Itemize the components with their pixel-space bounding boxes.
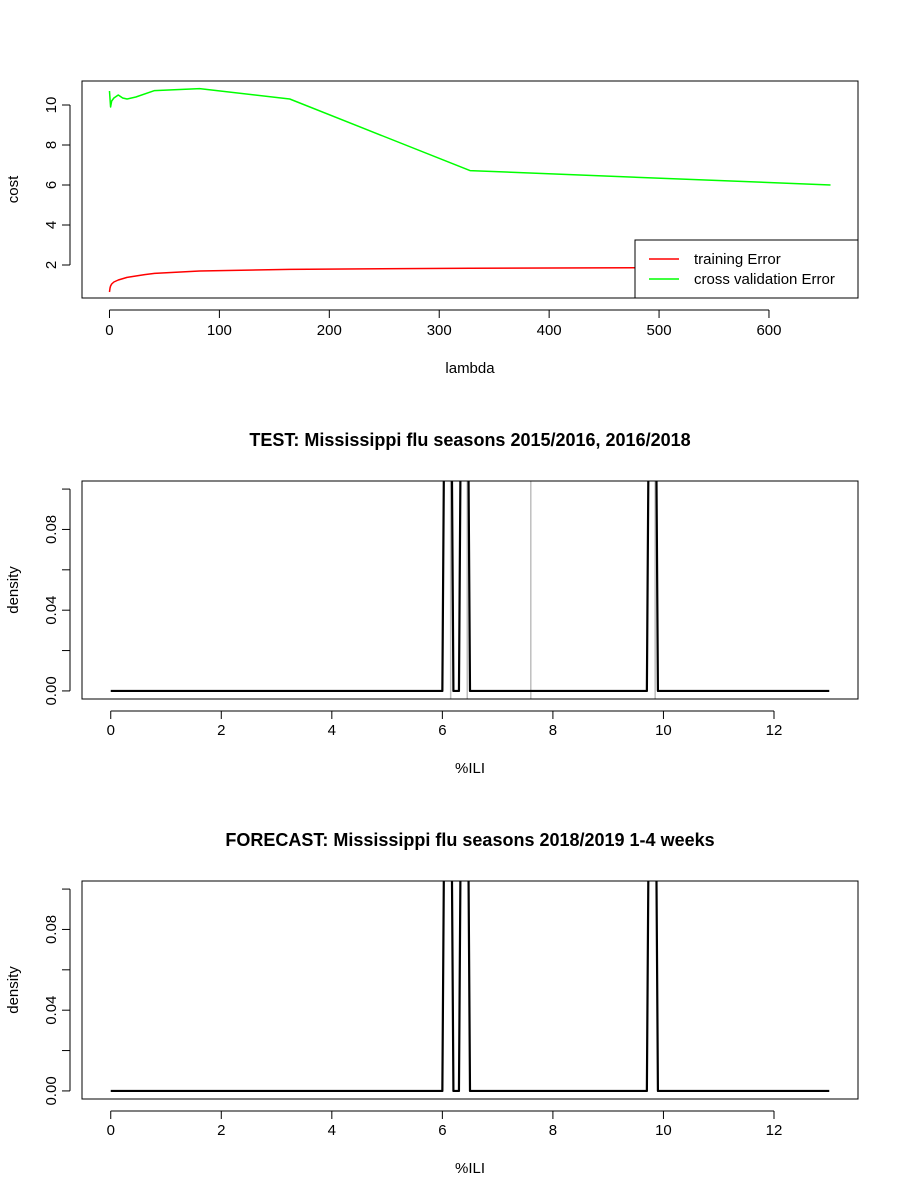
y-tick-label: 0.04 [43, 596, 60, 625]
x-tick-label: 10 [655, 722, 672, 739]
x-tick-label: 0 [107, 722, 115, 739]
x-tick-label: 100 [207, 322, 232, 339]
x-axis-title: %ILI [455, 1160, 485, 1177]
x-tick-label: 2 [217, 722, 225, 739]
x-tick-label: 12 [766, 722, 783, 739]
x-axis-title: lambda [445, 360, 495, 377]
density-line [110, 481, 830, 693]
plot-title: FORECAST: Mississippi flu seasons 2018/2… [225, 830, 714, 850]
plot-frame [81, 880, 859, 1100]
test-density-panel: TEST: Mississippi flu seasons 2015/2016,… [5, 430, 859, 777]
plot-frame [81, 80, 859, 299]
legend-entry: cross validation Error [694, 271, 835, 288]
x-tick-label: 10 [655, 1122, 672, 1139]
x-tick-label: 4 [328, 722, 336, 739]
density-line [110, 881, 830, 1093]
y-tick-label: 10 [43, 97, 60, 114]
plot-frame [81, 480, 859, 700]
legend-box [634, 239, 859, 299]
legend: training Error cross validation Error [634, 239, 859, 299]
y-tick-label: 0.08 [43, 915, 60, 944]
x-tick-label: 400 [537, 322, 562, 339]
y-tick-label: 0.08 [43, 515, 60, 544]
y-tick-label: 0.00 [43, 1076, 60, 1105]
x-tick-label: 6 [438, 722, 446, 739]
x-tick-label: 8 [549, 1122, 557, 1139]
plot-title: TEST: Mississippi flu seasons 2015/2016,… [249, 430, 690, 450]
x-tick-label: 500 [647, 322, 672, 339]
x-tick-label: 6 [438, 1122, 446, 1139]
y-axis-title: density [5, 566, 22, 614]
x-tick-label: 12 [766, 1122, 783, 1139]
series-line-training-error [108, 267, 638, 293]
y-tick-label: 4 [43, 221, 60, 229]
x-tick-label: 4 [328, 1122, 336, 1139]
x-tick-label: 2 [217, 1122, 225, 1139]
cost-vs-lambda-panel: 0 100 200 300 400 500 600 2 4 6 8 10 lambda cost train… [5, 80, 859, 377]
y-tick-label: 6 [43, 181, 60, 189]
x-axis-title: %ILI [455, 760, 485, 777]
x-tick-label: 0 [107, 1122, 115, 1139]
forecast-density-panel: FORECAST: Mississippi flu seasons 2018/2… [5, 830, 859, 1177]
y-tick-label: 2 [43, 261, 60, 269]
x-tick-label: 300 [427, 322, 452, 339]
x-tick-label: 200 [317, 322, 342, 339]
y-tick-label: 8 [43, 141, 60, 149]
x-tick-label: 0 [105, 322, 113, 339]
series-line-cross-validation-error [108, 87, 831, 186]
y-tick-label: 0.04 [43, 996, 60, 1025]
y-axis-title: cost [5, 175, 22, 203]
x-tick-label: 8 [549, 722, 557, 739]
y-tick-label: 0.00 [43, 676, 60, 705]
y-axis-title: density [5, 966, 22, 1014]
legend-entry: training Error [694, 251, 781, 268]
x-tick-label: 600 [756, 322, 781, 339]
